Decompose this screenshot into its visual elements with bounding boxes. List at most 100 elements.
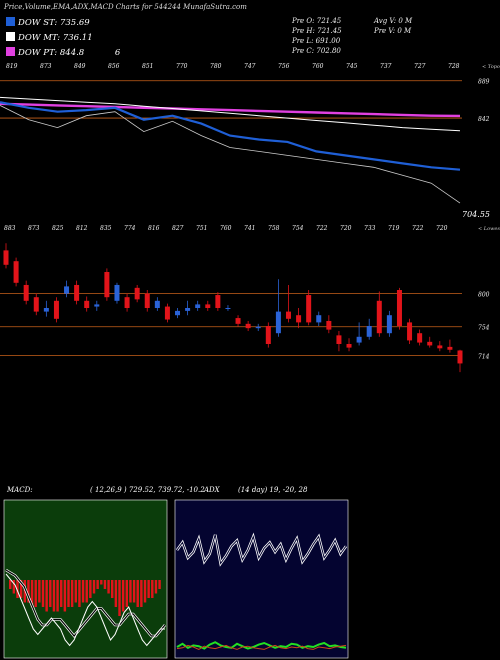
- macd-histogram-bar: [143, 580, 147, 603]
- price-level-label: 800: [478, 292, 490, 299]
- candle-body: [13, 261, 19, 283]
- ema-top-label: 780: [210, 63, 222, 70]
- candle-body: [346, 344, 352, 348]
- ema-top-label: 756: [278, 63, 290, 70]
- candle-body: [124, 297, 130, 308]
- macd-histogram-bar: [45, 580, 48, 612]
- macd-histogram-bar: [16, 580, 19, 598]
- candle-body: [326, 320, 332, 330]
- ema-line-st: [0, 101, 461, 171]
- legend-swatch-st: [6, 17, 15, 26]
- candle-body: [356, 336, 362, 343]
- price-panel: 883 873 825 812 835 774 816 827 751 760 741 758 754 7…: [0, 225, 500, 373]
- adx-panel: [174, 499, 349, 659]
- candle-body: [114, 284, 120, 301]
- legend-dow-pt-label: DOW PT: 844.8: [18, 48, 85, 58]
- candle-body: [417, 333, 423, 343]
- candle-body: [396, 290, 402, 326]
- candle-body: [447, 346, 453, 350]
- macd-histogram-bar: [103, 580, 107, 589]
- macd-histogram-bar: [100, 580, 103, 585]
- legend-swatch-mt: [6, 32, 15, 41]
- candle-body: [265, 326, 271, 344]
- candle-body: [3, 250, 9, 265]
- candle-body: [457, 350, 463, 364]
- candle-body: [175, 310, 181, 316]
- price-top-label: 816: [148, 225, 160, 232]
- macd-histogram-bar: [9, 580, 12, 589]
- price-top-label: 883: [4, 225, 16, 232]
- ema-line-mt: [0, 96, 461, 132]
- adx-line: [176, 534, 347, 565]
- candle-body: [43, 308, 49, 312]
- candle-body: [164, 306, 170, 320]
- price-level-label: 754: [478, 325, 490, 332]
- ema-top-label: 727: [414, 63, 426, 70]
- candle-body: [104, 272, 110, 298]
- candle-body: [235, 318, 241, 324]
- legend-dow-mt: DOW MT: 736.11: [6, 32, 93, 43]
- candle-body: [275, 311, 281, 334]
- macd-histogram-bar: [49, 580, 52, 607]
- quote-low: Pre L: 691.00: [292, 37, 341, 45]
- macd-histogram-bar: [34, 580, 37, 607]
- price-top-label: 720: [436, 225, 448, 232]
- ema-line-pt: [0, 102, 461, 118]
- macd-histogram-bar: [63, 580, 67, 612]
- chart-title: Price,Volume,EMA,ADX,MACD Charts for 544…: [4, 3, 247, 11]
- adx-plus-di-line: [176, 641, 347, 650]
- candle-body: [134, 287, 140, 300]
- adx-background: [174, 499, 349, 659]
- macd-histogram-bar: [19, 580, 23, 598]
- price-top-label: 754: [292, 225, 304, 232]
- macd-histogram-bar: [118, 580, 121, 616]
- candle-body: [427, 341, 433, 346]
- price-top-label: 827: [172, 225, 184, 232]
- ema-top-label: 728: [448, 63, 460, 70]
- adx-minus-di-line: [176, 644, 347, 650]
- candle-body: [74, 284, 80, 301]
- quote-open: Pre O: 721.45: [292, 17, 342, 25]
- candle-body: [245, 323, 251, 329]
- macd-histogram-bar: [147, 580, 150, 598]
- candle-body: [215, 295, 221, 308]
- macd-panel: [3, 499, 168, 659]
- macd-histogram-bar: [111, 580, 114, 598]
- candle-body: [195, 304, 201, 308]
- macd-histogram-bar: [81, 580, 85, 603]
- legend-dow-pt-extra: 6: [114, 48, 121, 58]
- macd-histogram-bar: [78, 580, 81, 607]
- candle-body: [336, 335, 342, 344]
- legend-swatch-pt: [6, 47, 15, 56]
- macd-histogram-bar: [27, 580, 30, 603]
- price-top-label: 722: [412, 225, 424, 232]
- candle-body: [53, 300, 59, 319]
- legend-dow-st: DOW ST: 735.69: [6, 17, 90, 28]
- macd-histogram-bar: [96, 580, 99, 589]
- ema-top-label: 745: [346, 63, 358, 70]
- macd-histogram-bar: [52, 580, 56, 612]
- macd-histogram-bar: [158, 580, 161, 589]
- macd-line: [5, 573, 165, 647]
- candle-body: [94, 304, 100, 307]
- candle-body: [376, 300, 382, 334]
- macd-histogram-bar: [121, 580, 125, 612]
- price-level-label: 714: [478, 354, 490, 361]
- ema-top-label: 760: [312, 63, 324, 70]
- price-top-label: 812: [76, 225, 88, 232]
- price-top-label: 758: [268, 225, 280, 232]
- candle-body: [144, 293, 150, 308]
- macd-histogram-bar: [140, 580, 143, 607]
- macd-histogram-bar: [38, 580, 41, 603]
- candle-body: [205, 304, 211, 308]
- ema-top-label: 851: [142, 63, 153, 70]
- macd-histogram-bar: [136, 580, 139, 607]
- candle-body: [407, 322, 413, 341]
- macd-histogram-bar: [107, 580, 110, 594]
- macd-histogram-bar: [89, 580, 92, 598]
- candle-body: [386, 315, 392, 334]
- candle-body: [185, 308, 191, 311]
- ema-last-price: 704.55: [462, 210, 490, 219]
- ema-top-label: 747: [244, 63, 256, 70]
